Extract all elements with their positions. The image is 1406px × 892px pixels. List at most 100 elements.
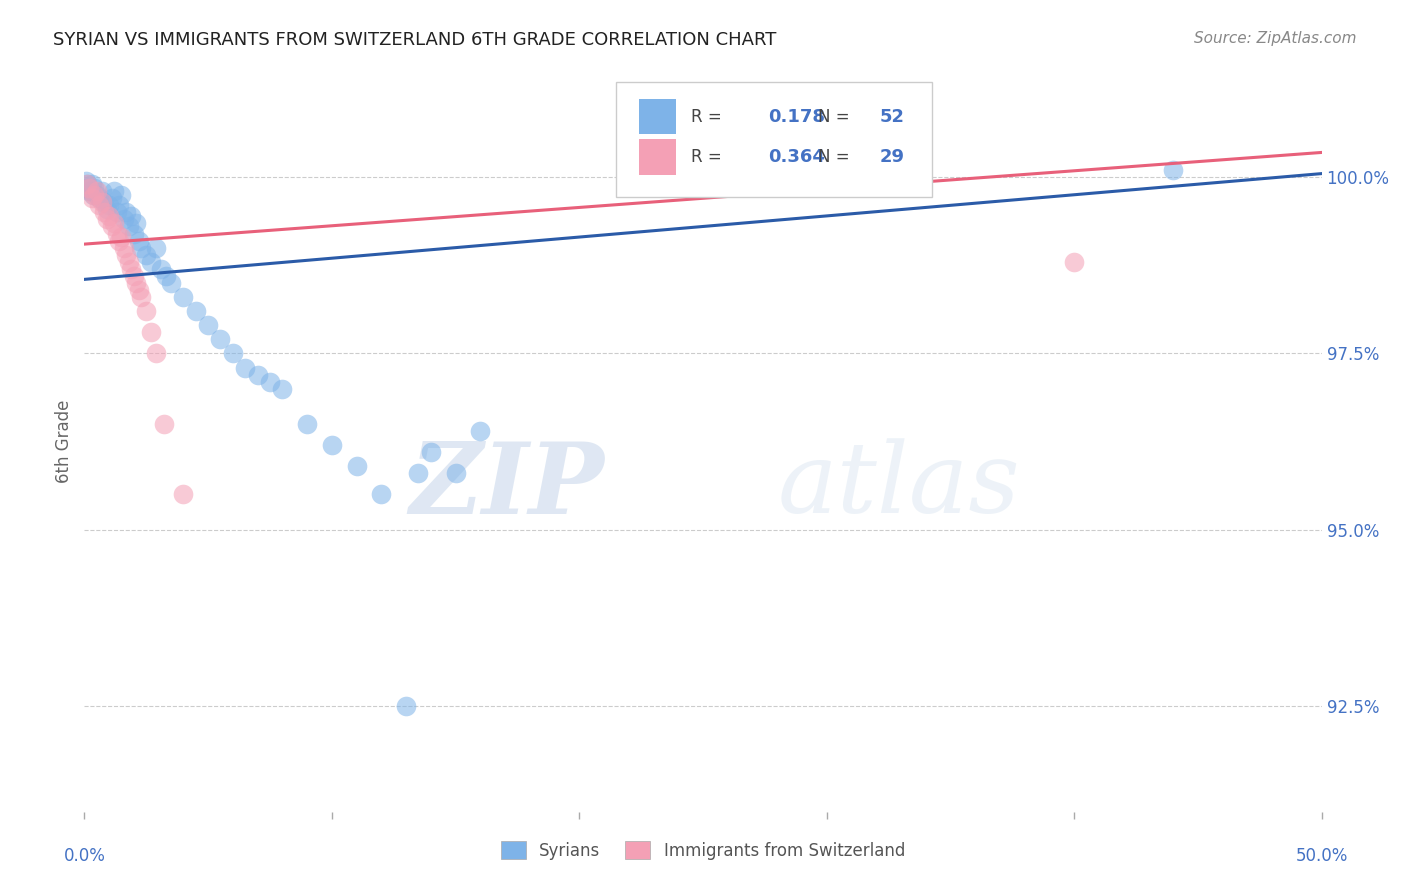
- Point: [115, 205, 138, 219]
- Point: [172, 290, 194, 304]
- Point: [89, 198, 111, 212]
- Point: [108, 234, 131, 248]
- Point: [122, 227, 145, 241]
- Text: 29: 29: [880, 148, 905, 166]
- Point: [141, 254, 163, 268]
- Point: [77, 180, 100, 194]
- Point: [103, 184, 125, 198]
- Point: [108, 198, 131, 212]
- Point: [145, 241, 167, 255]
- Point: [419, 445, 441, 459]
- Point: [125, 216, 148, 230]
- Bar: [638, 99, 676, 135]
- Point: [100, 219, 122, 234]
- Point: [1161, 163, 1184, 178]
- Point: [125, 276, 148, 290]
- Text: 0.364: 0.364: [769, 148, 825, 166]
- Text: atlas: atlas: [778, 438, 1019, 533]
- Point: [172, 487, 194, 501]
- Point: [1063, 254, 1085, 268]
- Point: [128, 283, 150, 297]
- Point: [233, 360, 256, 375]
- Text: 0.0%: 0.0%: [63, 847, 105, 865]
- Point: [395, 698, 418, 713]
- Point: [222, 346, 245, 360]
- Point: [470, 424, 492, 438]
- Point: [444, 467, 467, 481]
- Point: [90, 194, 112, 209]
- Point: [145, 346, 167, 360]
- Point: [103, 216, 125, 230]
- Point: [80, 191, 103, 205]
- Point: [141, 325, 163, 339]
- Text: N =: N =: [818, 108, 849, 126]
- Point: [295, 417, 318, 431]
- Point: [79, 184, 101, 198]
- Legend: Syrians, Immigrants from Switzerland: Syrians, Immigrants from Switzerland: [494, 835, 912, 866]
- Point: [118, 219, 141, 234]
- Point: [120, 209, 142, 223]
- Bar: [638, 139, 676, 175]
- Point: [76, 177, 98, 191]
- Point: [120, 261, 142, 276]
- Point: [110, 187, 132, 202]
- Point: [83, 187, 105, 202]
- Text: Source: ZipAtlas.com: Source: ZipAtlas.com: [1194, 31, 1357, 46]
- Text: 50.0%: 50.0%: [1295, 847, 1348, 865]
- Point: [259, 375, 281, 389]
- Point: [246, 368, 269, 382]
- Text: 52: 52: [880, 108, 905, 126]
- Y-axis label: 6th Grade: 6th Grade: [55, 400, 73, 483]
- Point: [110, 230, 132, 244]
- Point: [128, 234, 150, 248]
- Point: [105, 227, 128, 241]
- Point: [155, 268, 177, 283]
- Point: [112, 212, 135, 227]
- Point: [80, 177, 103, 191]
- Text: R =: R =: [690, 108, 721, 126]
- Point: [93, 205, 115, 219]
- Point: [408, 467, 430, 481]
- Point: [89, 191, 111, 205]
- Text: ZIP: ZIP: [409, 438, 605, 534]
- FancyBboxPatch shape: [616, 82, 932, 197]
- Text: SYRIAN VS IMMIGRANTS FROM SWITZERLAND 6TH GRADE CORRELATION CHART: SYRIAN VS IMMIGRANTS FROM SWITZERLAND 6T…: [53, 31, 776, 49]
- Point: [98, 209, 121, 223]
- Point: [93, 194, 115, 209]
- Point: [75, 174, 97, 188]
- Point: [100, 191, 122, 205]
- Point: [184, 304, 207, 318]
- Point: [152, 417, 174, 431]
- Point: [105, 205, 128, 219]
- Point: [79, 184, 101, 198]
- Point: [160, 276, 183, 290]
- Point: [135, 304, 157, 318]
- Point: [271, 382, 294, 396]
- Point: [122, 268, 145, 283]
- Point: [150, 261, 173, 276]
- Point: [86, 187, 108, 202]
- Point: [370, 487, 392, 501]
- Point: [76, 177, 98, 191]
- Point: [321, 438, 343, 452]
- Text: 0.178: 0.178: [769, 108, 825, 126]
- Point: [90, 184, 112, 198]
- Point: [115, 248, 138, 262]
- Point: [112, 241, 135, 255]
- Point: [346, 459, 368, 474]
- Point: [86, 184, 108, 198]
- Text: R =: R =: [690, 148, 721, 166]
- Point: [129, 241, 152, 255]
- Point: [197, 318, 219, 333]
- Point: [82, 187, 104, 202]
- Point: [83, 180, 105, 194]
- Point: [129, 290, 152, 304]
- Point: [96, 202, 118, 216]
- Point: [209, 332, 232, 346]
- Point: [96, 212, 118, 227]
- Text: N =: N =: [818, 148, 849, 166]
- Point: [118, 254, 141, 268]
- Point: [98, 198, 121, 212]
- Point: [135, 248, 157, 262]
- Point: [79, 180, 101, 194]
